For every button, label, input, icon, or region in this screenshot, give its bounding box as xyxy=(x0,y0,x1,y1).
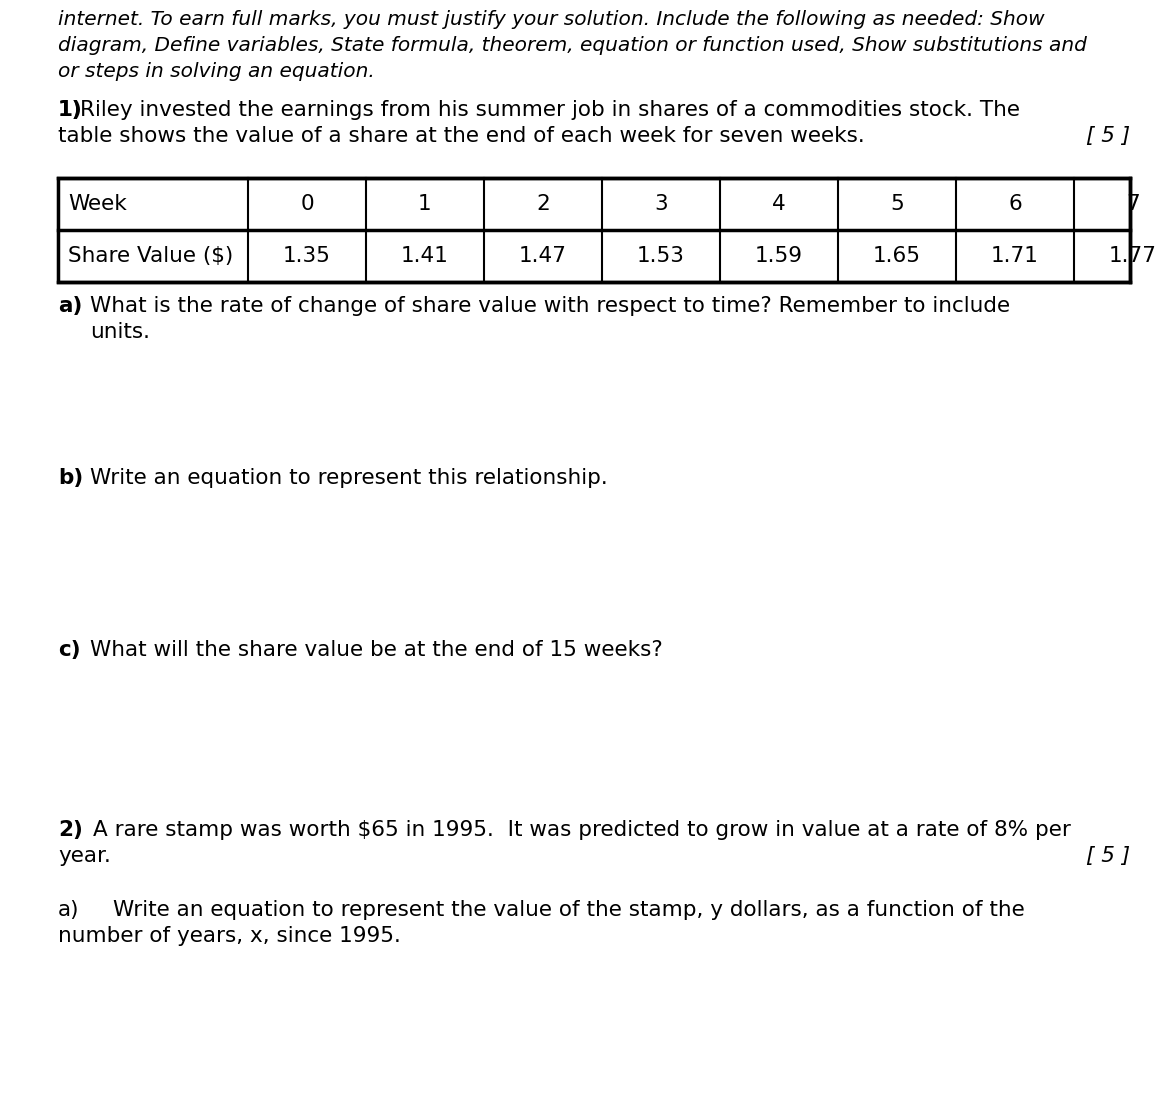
Text: a): a) xyxy=(58,900,80,920)
Text: b): b) xyxy=(58,468,83,488)
Text: diagram, Define variables, State formula, theorem, equation or function used, Sh: diagram, Define variables, State formula… xyxy=(58,36,1087,55)
Text: 7: 7 xyxy=(1126,194,1140,214)
Text: Write an equation to represent this relationship.: Write an equation to represent this rela… xyxy=(90,468,607,488)
Text: units.: units. xyxy=(90,322,150,342)
Text: 5: 5 xyxy=(890,194,904,214)
Text: Week: Week xyxy=(68,194,126,214)
Text: 6: 6 xyxy=(1009,194,1021,214)
Text: 1)Riley invested the earnings from his summer job in shares of a commodities sto: 1)Riley invested the earnings from his s… xyxy=(58,101,1020,120)
Text: Write an equation to represent the value of the stamp, y dollars, as a function : Write an equation to represent the value… xyxy=(113,900,1025,920)
Text: 1): 1) xyxy=(58,101,83,120)
Text: What is the rate of change of share value with respect to time? Remember to incl: What is the rate of change of share valu… xyxy=(90,296,1010,316)
Text: 1: 1 xyxy=(418,194,432,214)
Text: 2): 2) xyxy=(58,820,83,840)
Text: 2: 2 xyxy=(536,194,550,214)
Text: table shows the value of a share at the end of each week for seven weeks.: table shows the value of a share at the … xyxy=(58,126,865,146)
Text: 4: 4 xyxy=(772,194,786,214)
Text: Share Value ($): Share Value ($) xyxy=(68,246,233,266)
Text: 0: 0 xyxy=(301,194,314,214)
Text: a): a) xyxy=(58,296,82,316)
Text: 1.71: 1.71 xyxy=(991,246,1039,266)
Text: 1.77: 1.77 xyxy=(1109,246,1157,266)
Text: c): c) xyxy=(58,640,81,660)
Text: 1.65: 1.65 xyxy=(873,246,921,266)
Text: internet. To earn full marks, you must justify your solution. Include the follow: internet. To earn full marks, you must j… xyxy=(58,10,1045,29)
Text: 1.35: 1.35 xyxy=(283,246,331,266)
Bar xyxy=(58,178,1130,281)
Text: 1.59: 1.59 xyxy=(755,246,803,266)
Text: number of years, x, since 1995.: number of years, x, since 1995. xyxy=(58,926,401,946)
Text: 3: 3 xyxy=(654,194,668,214)
Text: or steps in solving an equation.: or steps in solving an equation. xyxy=(58,63,374,82)
Text: 1.53: 1.53 xyxy=(636,246,684,266)
Text: 1.41: 1.41 xyxy=(401,246,449,266)
Text: A rare stamp was worth $65 in 1995.  It was predicted to grow in value at a rate: A rare stamp was worth $65 in 1995. It w… xyxy=(92,820,1071,840)
Text: What will the share value be at the end of 15 weeks?: What will the share value be at the end … xyxy=(90,640,662,660)
Text: [ 5 ]: [ 5 ] xyxy=(1086,126,1130,146)
Text: [ 5 ]: [ 5 ] xyxy=(1086,846,1130,866)
Text: 1.47: 1.47 xyxy=(519,246,567,266)
Text: year.: year. xyxy=(58,846,111,866)
